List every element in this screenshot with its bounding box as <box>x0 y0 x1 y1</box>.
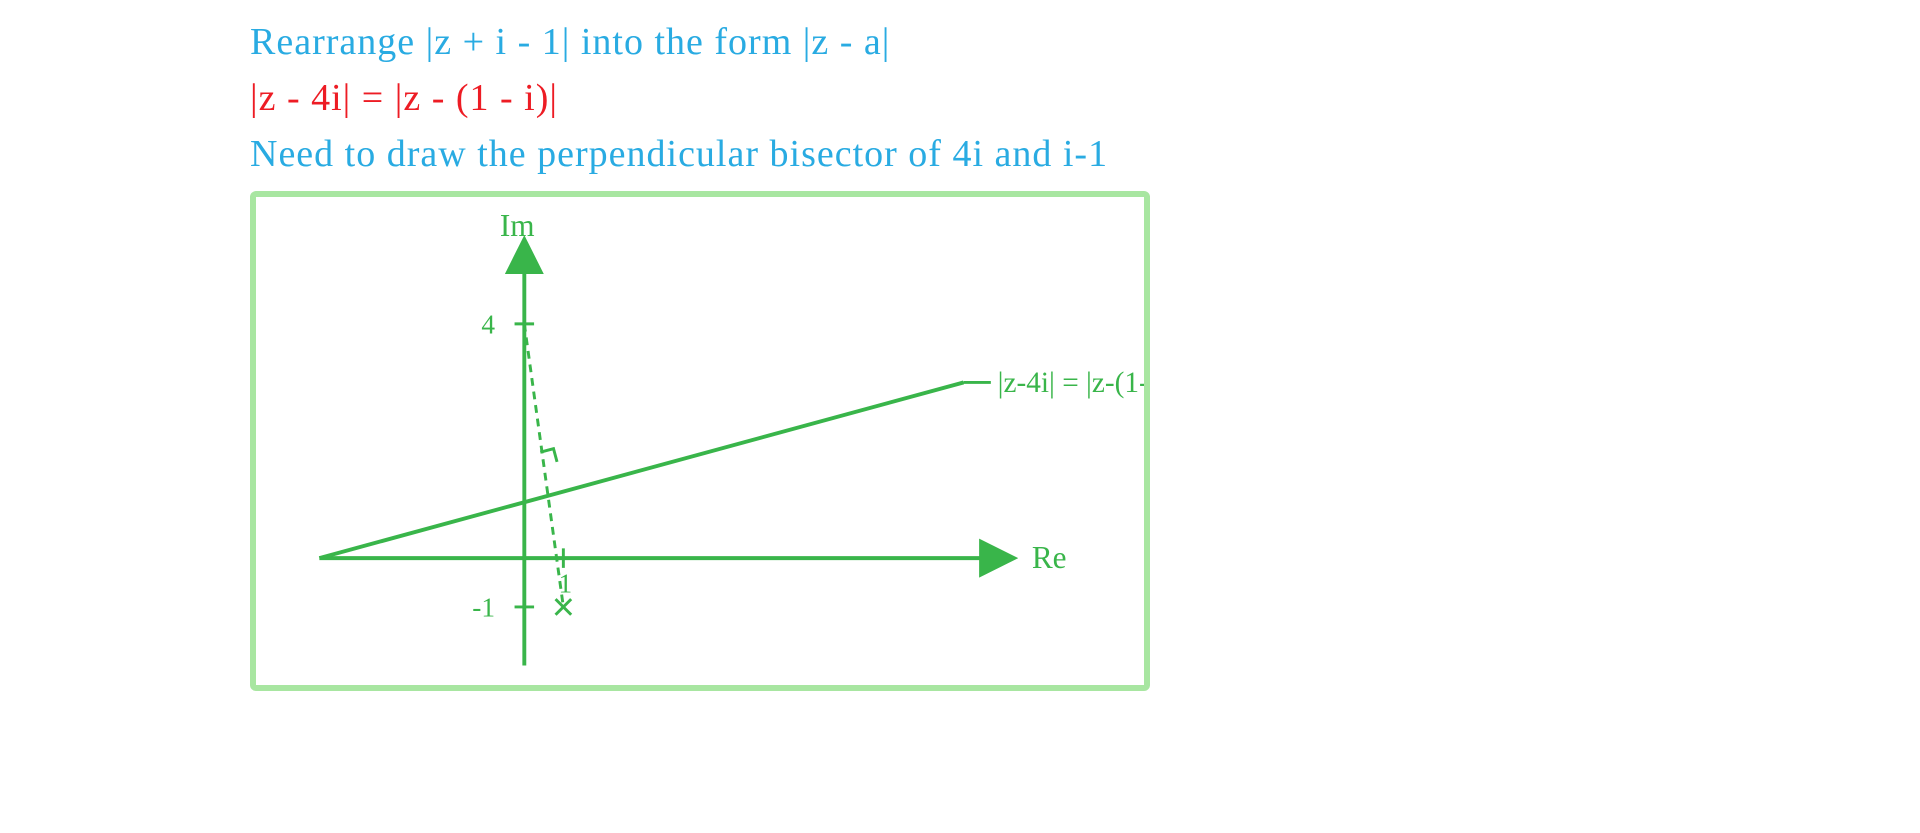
instruction-line-1: Rearrange |z + i - 1| into the form |z -… <box>250 20 1670 64</box>
bisector-equation-label: |z-4i| = |z-(1-i)| <box>998 367 1144 399</box>
tick-label-4: 4 <box>481 310 495 340</box>
instruction-line-2: Need to draw the perpendicular bisector … <box>250 132 1670 176</box>
argand-diagram-box: Re Im 4 -1 1 |z-4i| = |z-(1-i)| <box>250 191 1150 691</box>
y-axis-label: Im <box>500 208 535 243</box>
tick-label-neg1: -1 <box>472 593 495 623</box>
dashed-segment <box>524 324 563 607</box>
x-axis-label: Re <box>1032 540 1067 575</box>
equation-line: |z - 4i| = |z - (1 - i)| <box>250 76 1670 120</box>
bisector-line <box>319 382 963 558</box>
argand-diagram-svg: Re Im 4 -1 1 |z-4i| = |z-(1-i)| <box>256 197 1144 685</box>
